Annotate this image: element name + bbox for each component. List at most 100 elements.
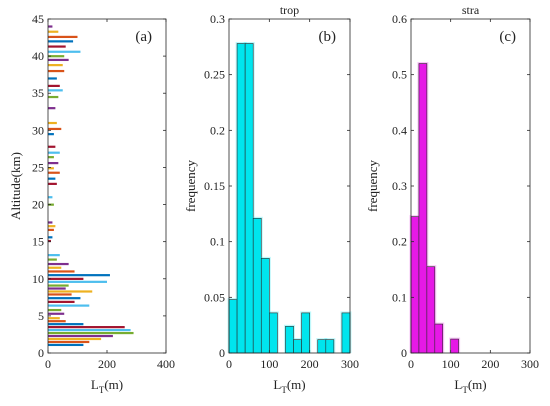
bars (227, 41, 352, 354)
y-tick-label: 40 (32, 49, 44, 63)
chart-title: stra (462, 3, 480, 17)
x-axis-label: LT(m) (454, 377, 486, 395)
altitude-bar (48, 133, 54, 136)
altitude-bar (48, 317, 60, 320)
altitude-bar (48, 69, 65, 73)
altitude-bar (48, 151, 60, 154)
histogram-bar (434, 323, 444, 354)
altitude-bar (48, 145, 56, 148)
altitude-bar (48, 84, 60, 87)
x-tick-label: 200 (481, 357, 499, 371)
altitude-bar (48, 35, 78, 39)
y-tick-label: 0.6 (392, 12, 407, 26)
panel-label: (c) (499, 29, 516, 45)
x-tick-label: 400 (157, 357, 175, 371)
y-tick-label: 5 (38, 309, 44, 323)
altitude-bar (48, 308, 62, 312)
altitude-bar (48, 328, 131, 332)
altitude-bar (48, 25, 53, 28)
altitude-bar (48, 331, 134, 335)
altitude-bar (48, 167, 54, 170)
x-tick-label: 200 (301, 357, 319, 371)
altitude-bar (48, 182, 57, 185)
y-tick-label: 0.4 (392, 123, 407, 137)
altitude-bar (48, 334, 113, 338)
altitude-bar (48, 274, 110, 277)
altitude-bar (48, 277, 84, 280)
chart-title: trop (280, 3, 299, 17)
y-tick-label: 0 (38, 346, 44, 360)
histogram-bar (269, 312, 278, 354)
x-tick-label: 0 (45, 357, 51, 371)
altitude-bar (48, 161, 59, 165)
y-tick-label: 0.25 (204, 68, 225, 82)
y-tick-label: 0.2 (210, 123, 225, 137)
y-tick-label: 15 (32, 235, 44, 249)
altitude-bar (48, 236, 53, 239)
altitude-bar (48, 228, 54, 231)
altitude-bar (48, 258, 57, 261)
y-axis-label: frequency (183, 160, 198, 212)
altitude-bar (48, 45, 66, 48)
altitude-bar (48, 262, 69, 266)
y-tick-label: 0 (219, 346, 225, 360)
altitude-bar (48, 343, 84, 347)
altitude-bar (48, 337, 102, 341)
panel-a: 0 200 400 0 5 10 15 20 25 30 35 40 45 LT(m) Altitude(k… (8, 12, 175, 395)
y-ticks: 0 0.1 0.2 0.3 0.4 0.5 0.6 (392, 12, 530, 360)
altitude-bar (48, 89, 63, 92)
altitude-bar (48, 323, 84, 326)
altitude-bar (48, 40, 74, 43)
altitude-bar (48, 64, 63, 67)
altitude-bar (48, 107, 56, 110)
y-tick-label: 0 (401, 346, 407, 360)
histogram-bar (325, 339, 335, 354)
histogram-bar (450, 338, 459, 354)
bars (48, 25, 134, 347)
x-tick-label: 200 (98, 357, 116, 371)
altitude-bar (48, 177, 56, 180)
y-tick-label: 0.5 (392, 68, 407, 82)
altitude-bar (48, 280, 107, 283)
y-tick-label: 0.2 (392, 235, 407, 249)
altitude-bar (48, 121, 57, 125)
altitude-bar (48, 297, 81, 300)
x-ticks: 0 100 200 300 (226, 19, 359, 371)
panel-label: (a) (135, 29, 152, 45)
altitude-bar (48, 312, 65, 315)
x-tick-label: 100 (442, 357, 460, 371)
y-tick-label: 0.3 (392, 179, 407, 193)
x-tick-label: 300 (341, 357, 359, 371)
altitude-bar (48, 300, 75, 303)
x-tick-label: 100 (260, 357, 278, 371)
altitude-bar (48, 95, 59, 99)
altitude-bar (48, 320, 66, 323)
altitude-bar (48, 221, 53, 224)
histogram-bar (341, 312, 351, 354)
x-ticks: 0 100 200 300 (408, 19, 539, 371)
altitude-bar (48, 196, 53, 199)
y-tick-label: 0.15 (204, 179, 225, 193)
y-tick-label: 30 (32, 123, 44, 137)
altitude-bar (48, 254, 60, 257)
altitude-bar (48, 293, 72, 296)
altitude-bar (48, 50, 81, 53)
x-axis-label: LT(m) (91, 377, 123, 395)
y-tick-label: 35 (32, 86, 44, 100)
y-axis-label: frequency (365, 160, 380, 212)
panel-label: (b) (319, 29, 337, 45)
altitude-bar (48, 340, 90, 344)
altitude-bar (48, 326, 125, 329)
y-tick-label: 20 (32, 198, 44, 212)
panel-b: 0 100 200 300 0 0.05 0.1 0.15 0.2 0.25 0.3 LT(m) fre… (183, 3, 359, 395)
x-ticks: 0 200 400 (45, 19, 175, 371)
x-axis-label: LT(m) (273, 377, 305, 395)
y-tick-label: 0.3 (210, 12, 225, 26)
altitude-bar (48, 284, 69, 287)
altitude-bar (48, 270, 75, 273)
altitude-bar (48, 171, 60, 174)
y-tick-label: 0.05 (204, 290, 225, 304)
x-tick-label: 300 (521, 357, 539, 371)
y-tick-label: 10 (32, 272, 44, 286)
